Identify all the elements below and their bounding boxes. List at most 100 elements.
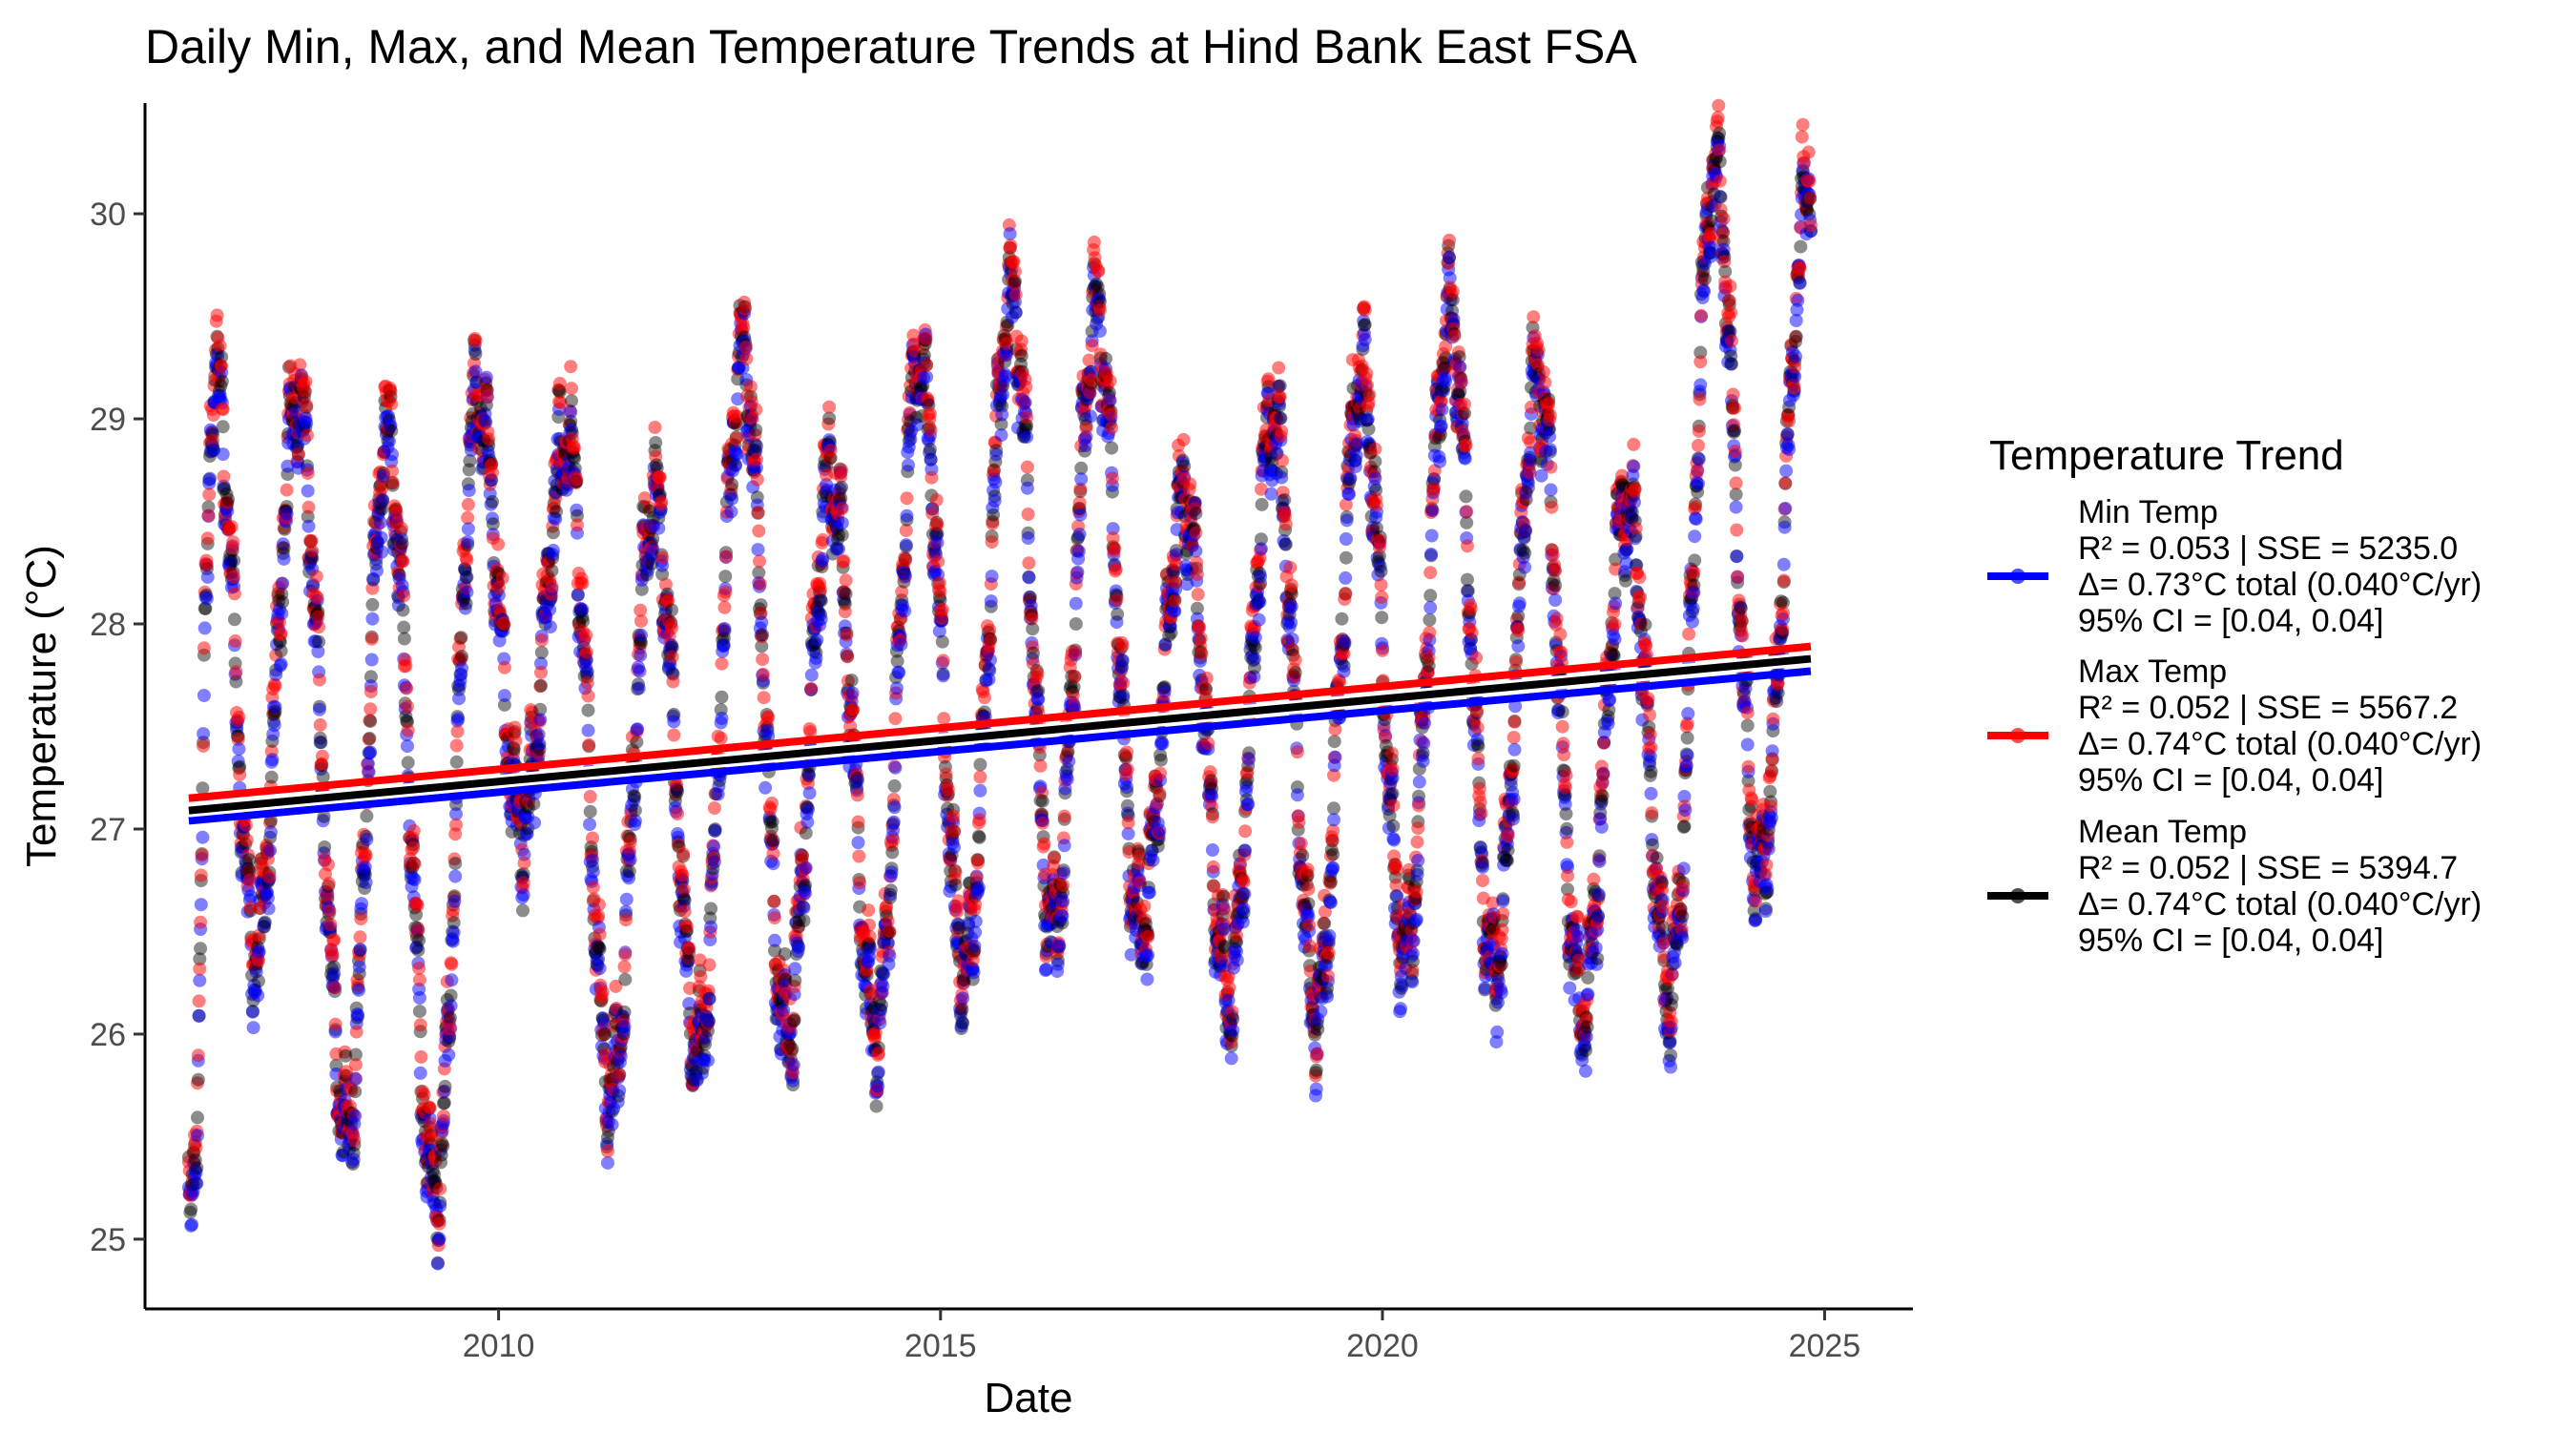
data-point-max-temp xyxy=(301,500,316,514)
data-point-max-temp xyxy=(1183,477,1197,491)
data-point-mean-temp xyxy=(1164,626,1178,640)
data-point-min-temp xyxy=(1387,833,1402,847)
data-point-min-temp xyxy=(888,760,903,775)
data-point-max-temp xyxy=(486,466,499,480)
data-point-max-temp xyxy=(580,675,594,690)
data-point-min-temp xyxy=(1254,570,1268,584)
data-point-min-temp xyxy=(300,416,314,430)
data-point-max-temp xyxy=(886,833,901,847)
data-point-max-temp xyxy=(1222,981,1236,995)
data-point-max-temp xyxy=(923,406,937,421)
data-point-max-temp xyxy=(243,901,258,915)
data-point-max-temp xyxy=(1375,590,1389,604)
data-point-min-temp xyxy=(758,780,773,795)
data-point-min-temp xyxy=(189,1166,203,1179)
data-point-max-temp xyxy=(839,573,853,588)
data-point-min-temp xyxy=(1205,843,1219,857)
data-point-min-temp xyxy=(193,973,207,987)
data-point-max-temp xyxy=(947,824,961,839)
data-point-max-temp xyxy=(840,628,854,642)
chart-title: Daily Min, Max, and Mean Temperature Tre… xyxy=(145,20,1637,73)
data-point-min-temp xyxy=(876,979,890,993)
data-point-min-temp xyxy=(809,651,823,665)
data-point-max-temp xyxy=(850,788,864,802)
data-point-mean-temp xyxy=(1309,1063,1323,1077)
data-point-max-temp xyxy=(423,1101,437,1115)
data-point-min-temp xyxy=(224,554,238,569)
data-point-max-temp xyxy=(1105,471,1119,486)
data-point-max-temp xyxy=(570,472,584,487)
data-point-min-temp xyxy=(355,897,368,911)
data-point-min-temp xyxy=(1020,430,1034,445)
data-point-min-temp xyxy=(1284,615,1298,630)
data-point-max-temp xyxy=(900,491,914,506)
data-point-mean-temp xyxy=(316,770,330,784)
data-point-mean-temp xyxy=(460,570,474,584)
data-point-max-temp xyxy=(210,308,224,322)
data-point-mean-temp xyxy=(397,632,411,646)
data-point-min-temp xyxy=(985,570,999,584)
data-point-mean-temp xyxy=(364,670,378,684)
data-point-max-temp xyxy=(1275,425,1289,439)
data-point-min-temp xyxy=(956,991,970,1006)
data-point-max-temp xyxy=(517,856,531,870)
data-point-max-temp xyxy=(595,985,610,999)
data-point-max-temp xyxy=(714,732,728,745)
data-point-max-temp xyxy=(1373,534,1387,549)
data-point-min-temp xyxy=(1343,471,1358,486)
data-point-max-temp xyxy=(304,533,319,548)
data-point-max-temp xyxy=(924,424,938,437)
data-point-mean-temp xyxy=(546,526,560,540)
data-point-max-temp xyxy=(338,1045,352,1059)
data-point-max-temp xyxy=(1374,578,1388,592)
data-point-max-temp xyxy=(1238,824,1253,839)
data-point-mean-temp xyxy=(583,804,597,819)
data-point-min-temp xyxy=(445,973,459,987)
data-point-mean-temp xyxy=(443,1010,457,1025)
data-point-min-temp xyxy=(197,727,211,741)
data-point-min-temp xyxy=(311,645,325,658)
data-point-mean-temp xyxy=(454,631,468,645)
data-point-min-temp xyxy=(348,1109,363,1123)
data-point-max-temp xyxy=(929,493,944,507)
data-point-max-temp xyxy=(750,472,764,487)
data-point-min-temp xyxy=(385,447,399,462)
data-point-min-temp xyxy=(1238,843,1253,858)
data-point-min-temp xyxy=(862,943,877,957)
data-point-min-temp xyxy=(274,656,288,671)
data-point-max-temp xyxy=(924,470,939,485)
data-point-min-temp xyxy=(996,387,1009,402)
data-point-max-temp xyxy=(653,470,667,485)
data-point-max-temp xyxy=(1110,592,1124,607)
data-point-max-temp xyxy=(1194,632,1208,645)
data-point-mean-temp xyxy=(545,564,559,578)
data-point-min-temp xyxy=(1275,470,1289,485)
data-point-min-temp xyxy=(617,1020,632,1034)
data-point-min-temp xyxy=(309,634,323,649)
data-point-min-temp xyxy=(586,853,599,867)
data-point-max-temp xyxy=(1199,671,1214,685)
data-point-min-temp xyxy=(717,638,731,653)
data-point-max-temp xyxy=(322,903,337,918)
data-point-max-temp xyxy=(1092,303,1107,318)
data-point-mean-temp xyxy=(715,690,729,704)
data-point-max-temp xyxy=(933,585,947,599)
data-point-max-temp xyxy=(1103,374,1117,388)
data-point-max-temp xyxy=(491,537,506,551)
data-point-min-temp xyxy=(245,1005,260,1019)
data-point-mean-temp xyxy=(375,502,389,516)
data-point-min-temp xyxy=(884,865,899,880)
data-point-min-temp xyxy=(1349,448,1363,463)
data-point-min-temp xyxy=(373,515,387,529)
data-point-max-temp xyxy=(1290,745,1304,759)
data-point-max-temp xyxy=(189,1141,203,1155)
data-point-max-temp xyxy=(199,558,214,572)
data-point-max-temp xyxy=(194,915,208,929)
data-point-mean-temp xyxy=(1274,411,1288,425)
data-point-max-temp xyxy=(193,962,207,976)
data-point-max-temp xyxy=(743,380,758,394)
data-point-mean-temp xyxy=(749,423,763,437)
data-point-mean-temp xyxy=(183,1205,197,1219)
data-point-max-temp xyxy=(321,890,335,904)
data-point-mean-temp xyxy=(649,436,663,449)
